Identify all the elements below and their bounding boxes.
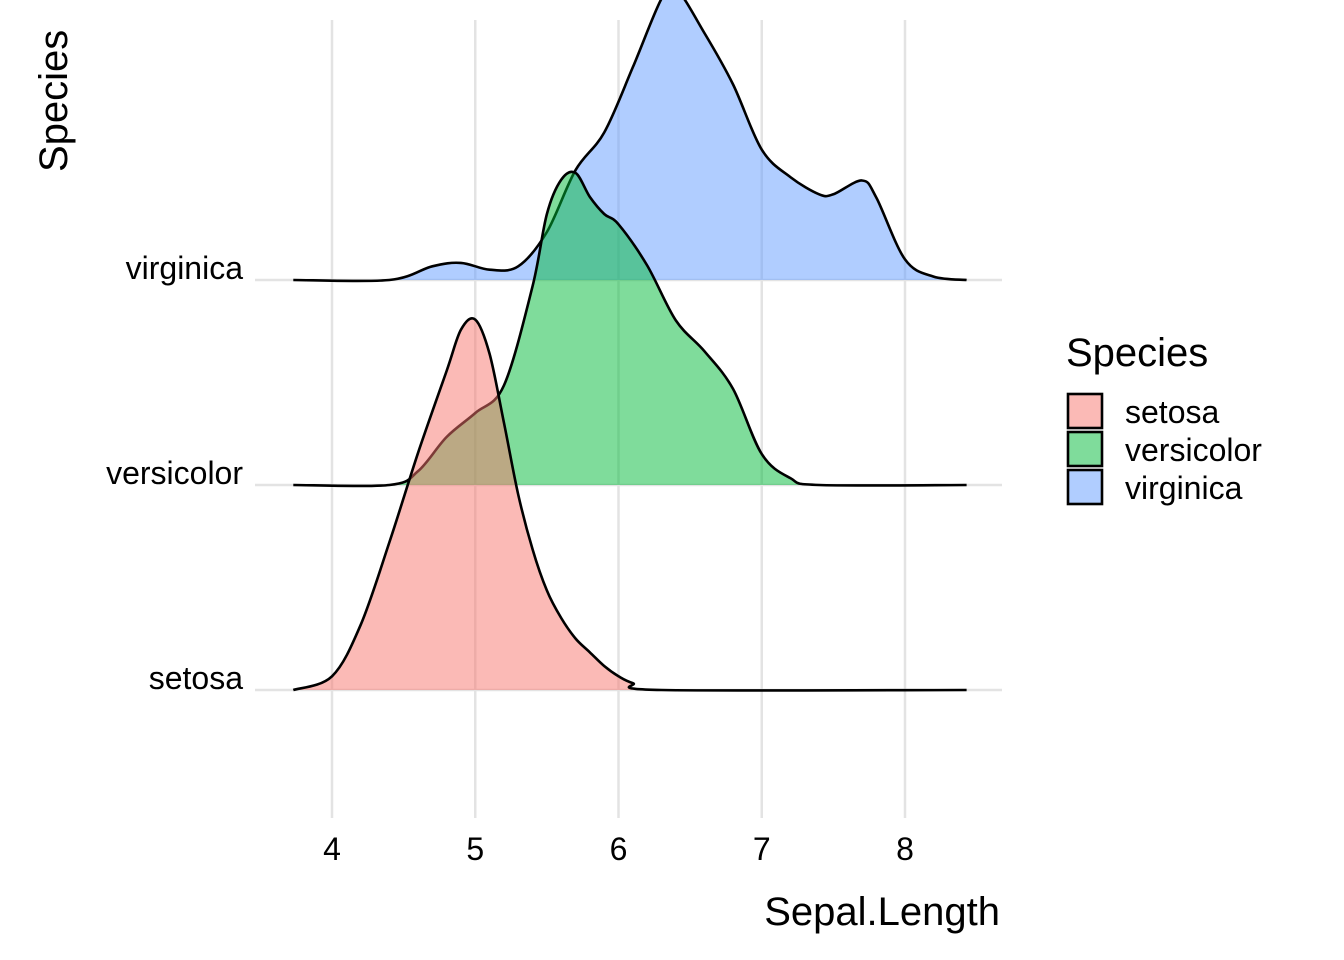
x-tick-labels: 4 5 6 7 8 — [323, 831, 914, 867]
x-tick-label: 4 — [323, 831, 341, 867]
legend-item-setosa: setosa — [1066, 392, 1219, 430]
ridge-outline-setosa — [292, 317, 967, 692]
ridge-fill-virginica — [293, 0, 967, 282]
density-ridges — [292, 0, 967, 692]
legend-key-setosa — [1066, 392, 1104, 430]
legend-label-virginica: virginica — [1125, 470, 1243, 506]
x-tick-label: 6 — [610, 831, 628, 867]
x-axis-title: Sepal.Length — [764, 890, 1000, 934]
y-tick-labels: setosa versicolor virginica — [106, 250, 243, 696]
x-tick-label: 8 — [896, 831, 914, 867]
ridge-virginica — [293, 0, 967, 283]
legend-label-setosa: setosa — [1125, 394, 1219, 430]
y-tick-label-setosa: setosa — [149, 660, 243, 696]
ridge-outline-virginica — [293, 0, 967, 283]
legend-item-versicolor: versicolor — [1066, 430, 1262, 468]
x-tick-label: 7 — [753, 831, 771, 867]
legend-label-versicolor: versicolor — [1125, 432, 1262, 468]
y-axis-title: Species — [32, 30, 76, 172]
ridge-fill-setosa — [293, 318, 967, 691]
y-tick-label-versicolor: versicolor — [106, 455, 243, 491]
ridge-fill-versicolor — [293, 171, 967, 487]
ridge-setosa — [292, 317, 967, 692]
legend-key-versicolor — [1066, 430, 1104, 468]
legend-item-virginica: virginica — [1066, 468, 1243, 506]
legend-title: Species — [1066, 331, 1208, 375]
legend-key-virginica — [1066, 468, 1104, 506]
y-tick-label-virginica: virginica — [126, 250, 244, 286]
x-tick-label: 5 — [466, 831, 484, 867]
